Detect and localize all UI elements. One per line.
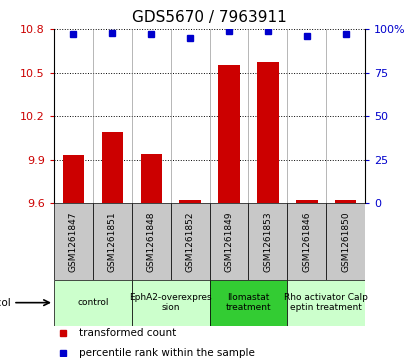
Text: llomastat
treatment: llomastat treatment (226, 293, 271, 312)
Bar (179, 200, 201, 203)
Bar (249, 203, 287, 280)
Text: GSM1261853: GSM1261853 (264, 211, 272, 272)
Title: GDS5670 / 7963911: GDS5670 / 7963911 (132, 10, 287, 25)
Bar (132, 280, 210, 326)
Text: Rho activator Calp
eptin treatment: Rho activator Calp eptin treatment (284, 293, 368, 312)
Bar (141, 154, 162, 203)
Text: percentile rank within the sample: percentile rank within the sample (79, 348, 255, 358)
Bar (63, 155, 84, 203)
Text: GSM1261851: GSM1261851 (108, 211, 117, 272)
Bar (93, 203, 132, 280)
Bar (54, 280, 132, 326)
Text: transformed count: transformed count (79, 328, 176, 338)
Text: GSM1261849: GSM1261849 (225, 211, 234, 272)
Text: GSM1261846: GSM1261846 (303, 211, 311, 272)
Bar (132, 203, 171, 280)
Bar (296, 200, 317, 203)
Text: GSM1261848: GSM1261848 (147, 211, 156, 272)
Bar (326, 203, 365, 280)
Text: control: control (77, 298, 109, 307)
Bar (287, 203, 326, 280)
Bar (54, 203, 93, 280)
Text: GSM1261850: GSM1261850 (341, 211, 350, 272)
Text: protocol: protocol (0, 298, 11, 308)
Text: GSM1261852: GSM1261852 (186, 211, 195, 272)
Bar (335, 200, 356, 203)
Bar (287, 280, 365, 326)
Bar (210, 280, 287, 326)
Bar (102, 132, 123, 203)
Text: EphA2-overexpres
sion: EphA2-overexpres sion (129, 293, 212, 312)
Bar (257, 62, 278, 203)
Bar (218, 65, 240, 203)
Bar (210, 203, 249, 280)
Bar (171, 203, 210, 280)
Text: GSM1261847: GSM1261847 (69, 211, 78, 272)
